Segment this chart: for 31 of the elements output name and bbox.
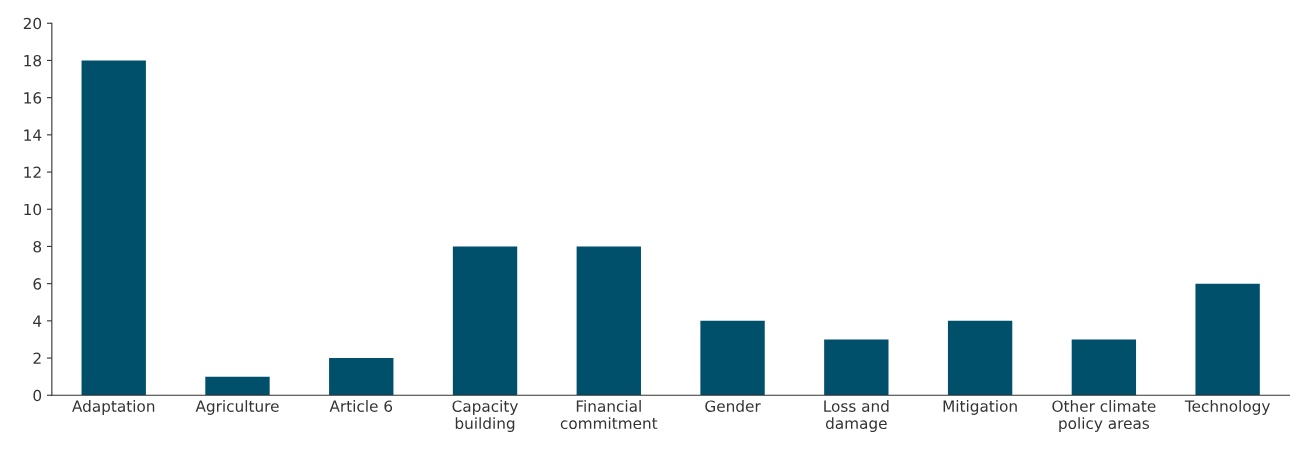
bar bbox=[205, 376, 270, 396]
bar bbox=[1195, 283, 1260, 396]
x-tick-label: Agriculture bbox=[195, 400, 279, 415]
x-tick-label: Other climate policy areas bbox=[1052, 400, 1156, 432]
y-tick-label: 4 bbox=[33, 315, 42, 327]
y-tick-label: 16 bbox=[24, 92, 42, 104]
bar bbox=[81, 60, 146, 396]
y-tick-label: 8 bbox=[33, 240, 42, 253]
bar bbox=[576, 246, 641, 396]
y-tick-label: 2 bbox=[33, 352, 41, 364]
x-tick-label: Technology bbox=[1184, 400, 1270, 415]
y-tick-label: 6 bbox=[33, 278, 42, 290]
x-tick-label: Mitigation bbox=[943, 400, 1017, 415]
bar bbox=[947, 320, 1013, 396]
bar bbox=[700, 320, 765, 396]
bar bbox=[452, 246, 518, 396]
x-tick-label: Financial commitment bbox=[560, 400, 658, 430]
y-tick-label: 14 bbox=[24, 129, 42, 141]
x-tick-label: Article 6 bbox=[329, 400, 393, 412]
x-tick-label: Capacity building bbox=[452, 400, 518, 432]
y-tick-label: 18 bbox=[24, 54, 42, 67]
y-tick-label: 0 bbox=[33, 389, 42, 402]
x-tick-label: Loss and damage bbox=[824, 400, 889, 432]
bar bbox=[329, 358, 394, 396]
y-tick-label: 20 bbox=[23, 17, 42, 30]
bar bbox=[824, 339, 889, 396]
x-tick-label: Adaptation bbox=[72, 400, 155, 415]
x-tick-label: Gender bbox=[705, 400, 761, 412]
y-tick-label: 12 bbox=[24, 166, 41, 178]
bar bbox=[1071, 339, 1137, 396]
y-tick-label: 10 bbox=[24, 203, 42, 216]
